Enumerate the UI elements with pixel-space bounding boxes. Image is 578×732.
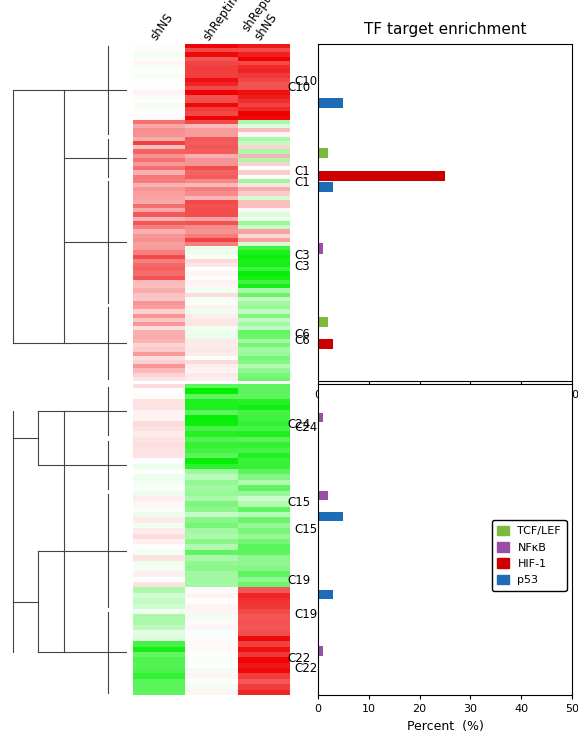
Text: C22: C22 <box>295 662 318 675</box>
Bar <box>318 149 328 158</box>
Legend: TCF/LEF, NFκB, HIF-1, p53: TCF/LEF, NFκB, HIF-1, p53 <box>492 520 566 591</box>
Text: C6: C6 <box>295 328 310 341</box>
Text: C10: C10 <box>295 75 318 89</box>
Text: C19: C19 <box>295 608 318 621</box>
Text: C24: C24 <box>295 421 318 434</box>
Text: TF target enrichment: TF target enrichment <box>364 22 527 37</box>
Text: C15: C15 <box>295 523 318 536</box>
Bar <box>318 590 333 599</box>
Bar <box>318 171 445 181</box>
Bar <box>318 182 333 192</box>
Text: C1: C1 <box>295 176 310 190</box>
Bar <box>318 512 343 521</box>
X-axis label: Percent  (%): Percent (%) <box>406 720 484 732</box>
Bar <box>318 98 343 108</box>
Bar <box>318 491 328 500</box>
Bar <box>318 646 323 656</box>
Text: C3: C3 <box>295 261 310 274</box>
Bar <box>318 244 323 253</box>
Bar <box>318 413 323 422</box>
Bar <box>318 317 328 326</box>
Bar <box>318 340 333 349</box>
